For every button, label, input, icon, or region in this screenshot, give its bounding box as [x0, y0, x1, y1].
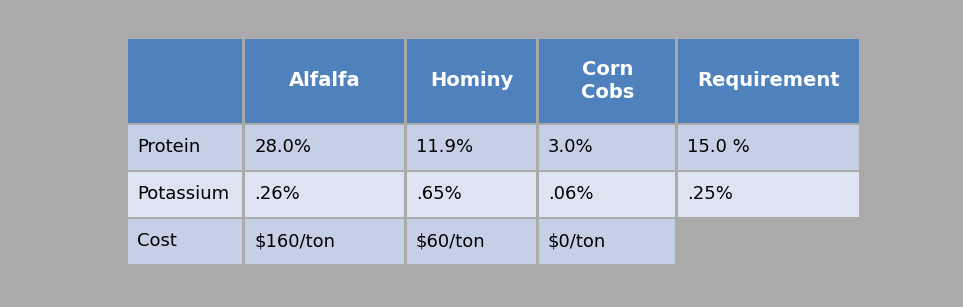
Text: Protein: Protein: [137, 138, 200, 156]
Text: $60/ton: $60/ton: [416, 232, 485, 250]
Bar: [246, 125, 403, 170]
Text: Requirement: Requirement: [697, 72, 840, 91]
Text: Cost: Cost: [137, 232, 176, 250]
Text: Hominy: Hominy: [429, 72, 513, 91]
Text: .25%: .25%: [688, 185, 733, 203]
Bar: [128, 219, 243, 264]
Bar: [539, 172, 675, 217]
Text: Alfalfa: Alfalfa: [289, 72, 360, 91]
Text: 3.0%: 3.0%: [548, 138, 593, 156]
Bar: [406, 125, 536, 170]
Bar: [246, 172, 403, 217]
Text: .65%: .65%: [416, 185, 461, 203]
Bar: [406, 172, 536, 217]
Text: .26%: .26%: [254, 185, 299, 203]
Bar: [128, 172, 243, 217]
Text: 28.0%: 28.0%: [254, 138, 311, 156]
Bar: [246, 39, 403, 123]
Bar: [679, 39, 859, 123]
Bar: [539, 39, 675, 123]
Bar: [128, 125, 243, 170]
Text: $160/ton: $160/ton: [254, 232, 335, 250]
Bar: [539, 219, 675, 264]
Bar: [246, 219, 403, 264]
Bar: [406, 39, 536, 123]
Bar: [679, 125, 859, 170]
Bar: [539, 125, 675, 170]
Bar: [679, 172, 859, 217]
Bar: [128, 39, 243, 123]
Text: Potassium: Potassium: [137, 185, 229, 203]
Text: 15.0 %: 15.0 %: [688, 138, 750, 156]
Bar: [406, 219, 536, 264]
Text: Corn
Cobs: Corn Cobs: [581, 60, 634, 102]
Text: .06%: .06%: [548, 185, 593, 203]
Text: 11.9%: 11.9%: [416, 138, 473, 156]
Text: $0/ton: $0/ton: [548, 232, 606, 250]
